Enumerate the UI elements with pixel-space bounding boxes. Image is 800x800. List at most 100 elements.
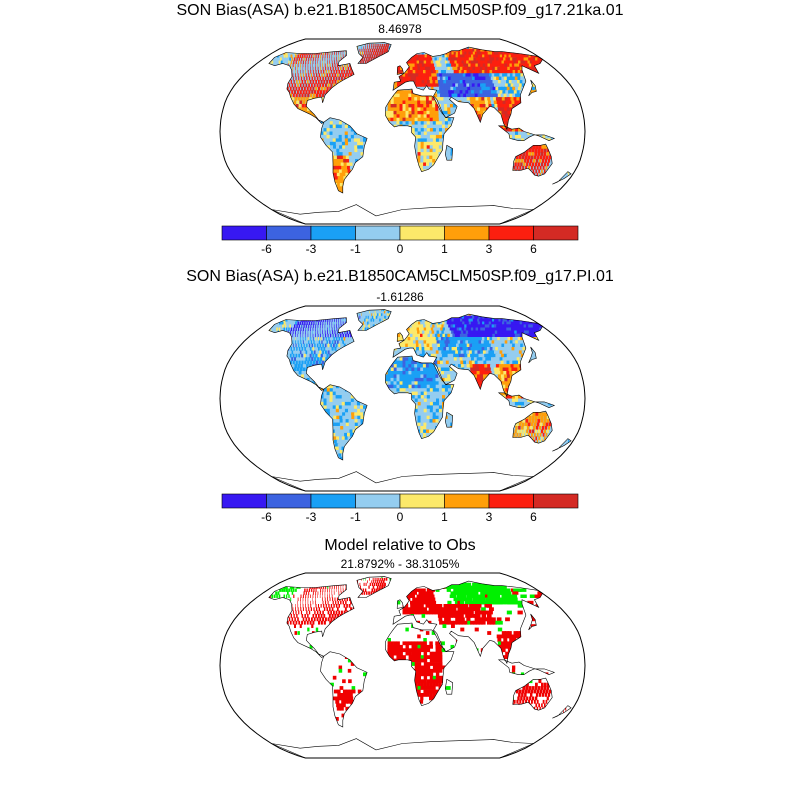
grid-cell (361, 48, 363, 52)
grid-cell (369, 134, 373, 139)
grid-cell (565, 90, 571, 94)
grid-cell (551, 107, 556, 112)
grid-cell (262, 176, 267, 180)
grid-cell (419, 63, 423, 68)
grid-cell (360, 60, 362, 64)
grid-cell (549, 93, 555, 98)
grid-cell (304, 93, 307, 98)
grid-cell (447, 121, 452, 125)
grid-cell (294, 83, 296, 88)
grid-cell (434, 66, 439, 71)
grid-cell (342, 73, 344, 77)
grid-cell (518, 86, 523, 91)
grid-cell (320, 42, 324, 45)
grid-cell (505, 83, 510, 88)
grid-cell (406, 43, 409, 47)
grid-cell (336, 93, 339, 98)
grid-cell (538, 145, 542, 150)
grid-cell (441, 48, 446, 52)
grid-cell (414, 100, 418, 105)
grid-cell (308, 54, 311, 58)
grid-cell (445, 76, 450, 81)
grid-cell (469, 128, 473, 132)
grid-cell (451, 131, 455, 136)
grid-cell (515, 169, 517, 174)
grid-cell (277, 134, 282, 139)
grid-cell (563, 121, 567, 125)
grid-cell (348, 80, 351, 84)
grid-cell (238, 132, 242, 136)
grid-cell (242, 145, 246, 149)
grid-cell (387, 110, 391, 115)
grid-cell (305, 70, 306, 74)
grid-cell (544, 66, 552, 71)
grid-cell (493, 100, 498, 105)
grid-cell (347, 66, 350, 71)
grid-cell (324, 152, 329, 156)
grid-cell (232, 128, 235, 132)
grid-cell (367, 97, 371, 101)
grid-cell (420, 97, 424, 101)
grid-cell (439, 176, 442, 180)
grid-cell (259, 166, 264, 170)
grid-cell (287, 70, 288, 74)
grid-cell (518, 169, 520, 174)
grid-cell (475, 42, 481, 45)
grid-cell (287, 73, 288, 77)
grid-cell (258, 94, 260, 98)
grid-cell (275, 162, 281, 167)
grid-cell (543, 162, 546, 167)
grid-cell (554, 121, 558, 125)
grid-cell (449, 83, 454, 88)
grid-cell (421, 51, 425, 55)
grid-cell (272, 121, 276, 125)
grid-cell (296, 57, 298, 61)
grid-cell (338, 128, 343, 132)
grid-cell (484, 145, 488, 150)
grid-cell (528, 76, 534, 81)
grid-cell (504, 148, 508, 153)
grid-cell (481, 73, 486, 77)
grid-cell (429, 42, 433, 45)
grid-cell (341, 124, 346, 129)
grid-cell (456, 110, 461, 115)
grid-cell (370, 42, 372, 45)
grid-cell (353, 93, 357, 98)
grid-cell (258, 101, 260, 105)
grid-cell (540, 100, 546, 105)
grid-cell (502, 43, 511, 47)
grid-cell (508, 162, 511, 167)
grid-cell (546, 73, 553, 77)
grid-cell (355, 46, 356, 50)
grid-cell (407, 76, 411, 81)
grid-cell (268, 57, 271, 61)
grid-cell (318, 80, 320, 84)
grid-cell (477, 66, 483, 71)
grid-cell (342, 66, 344, 71)
grid-cell (273, 110, 277, 115)
grid-cell (542, 128, 546, 132)
grid-cell (452, 42, 457, 45)
grid-cell (529, 162, 532, 167)
grid-cell (287, 138, 291, 143)
grid-cell (431, 73, 435, 77)
grid-cell (390, 66, 393, 71)
grid-cell (483, 169, 486, 174)
grid-cell (282, 165, 288, 170)
grid-cell (479, 104, 484, 108)
grid-cell (245, 128, 248, 132)
grid-cell (256, 70, 257, 74)
grid-cell (541, 117, 546, 122)
grid-cell (535, 114, 539, 119)
grid-cell (378, 138, 382, 143)
grid-cell (499, 83, 505, 88)
grid-cell (250, 176, 256, 180)
grid-cell (348, 110, 352, 115)
grid-cell (492, 46, 500, 50)
grid-cell (396, 43, 399, 47)
grid-cell (285, 114, 289, 119)
grid-cell (357, 86, 360, 91)
grid-cell (470, 86, 475, 91)
grid-cell (538, 121, 543, 125)
grid-cell (484, 131, 488, 136)
